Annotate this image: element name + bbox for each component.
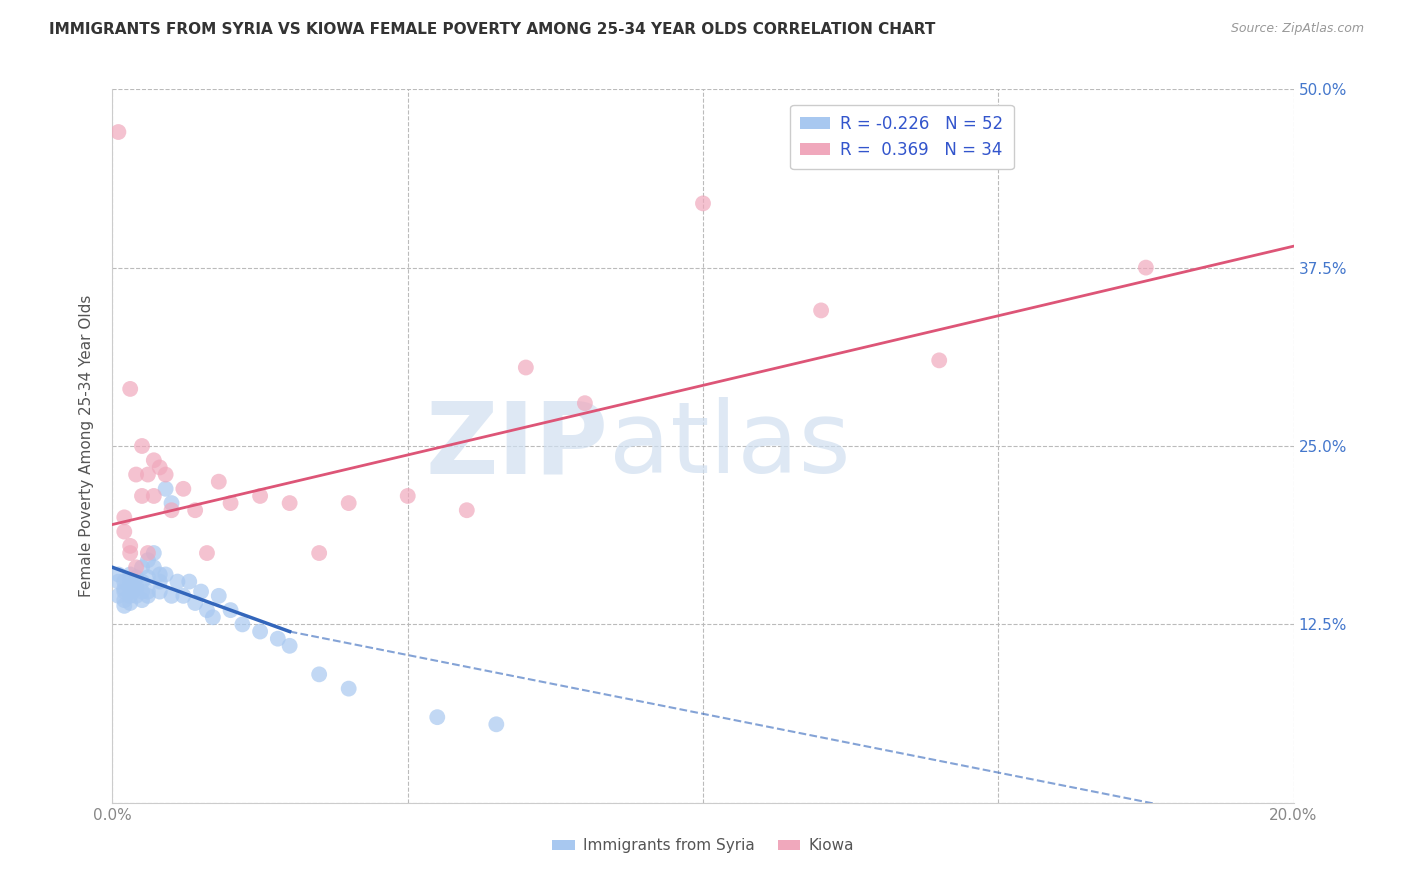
Point	[337, 496, 360, 510]
Point	[249, 624, 271, 639]
Point	[160, 589, 183, 603]
Point	[219, 496, 242, 510]
Point	[574, 396, 596, 410]
Point	[136, 570, 159, 584]
Point	[184, 596, 207, 610]
Y-axis label: Female Poverty Among 25-34 Year Olds: Female Poverty Among 25-34 Year Olds	[79, 295, 94, 597]
Point	[112, 593, 135, 607]
Point	[149, 460, 172, 475]
Legend: Immigrants from Syria, Kiowa: Immigrants from Syria, Kiowa	[547, 832, 859, 859]
Point	[267, 632, 290, 646]
Point	[485, 717, 508, 731]
Point	[278, 496, 301, 510]
Point	[142, 453, 165, 467]
Point	[155, 482, 177, 496]
Point	[136, 467, 159, 482]
Point	[396, 489, 419, 503]
Point	[131, 593, 153, 607]
Point	[112, 524, 135, 539]
Text: Source: ZipAtlas.com: Source: ZipAtlas.com	[1230, 22, 1364, 36]
Point	[125, 560, 148, 574]
Point	[131, 584, 153, 599]
Point	[125, 589, 148, 603]
Point	[131, 574, 153, 589]
Point	[231, 617, 253, 632]
Point	[308, 667, 330, 681]
Point	[149, 574, 172, 589]
Point	[515, 360, 537, 375]
Point	[120, 574, 142, 589]
Point	[112, 510, 135, 524]
Point	[337, 681, 360, 696]
Point	[131, 489, 153, 503]
Point	[136, 546, 159, 560]
Point	[136, 553, 159, 567]
Point	[155, 467, 177, 482]
Point	[249, 489, 271, 503]
Point	[928, 353, 950, 368]
Point	[120, 382, 142, 396]
Point	[125, 467, 148, 482]
Point	[112, 582, 135, 596]
Point	[149, 584, 172, 599]
Point	[172, 589, 194, 603]
Point	[308, 546, 330, 560]
Point	[149, 567, 172, 582]
Point	[278, 639, 301, 653]
Point	[107, 125, 129, 139]
Point	[208, 475, 231, 489]
Point	[120, 596, 142, 610]
Point	[107, 589, 129, 603]
Point	[112, 599, 135, 613]
Point	[219, 603, 242, 617]
Point	[195, 603, 218, 617]
Point	[112, 574, 135, 589]
Point	[195, 546, 218, 560]
Point	[142, 560, 165, 574]
Point	[120, 539, 142, 553]
Text: ZIP: ZIP	[426, 398, 609, 494]
Point	[120, 584, 142, 599]
Point	[125, 570, 148, 584]
Point	[142, 489, 165, 503]
Point	[131, 439, 153, 453]
Point	[208, 589, 231, 603]
Point	[190, 584, 212, 599]
Point	[142, 546, 165, 560]
Point	[107, 574, 129, 589]
Point	[120, 567, 142, 582]
Point	[172, 482, 194, 496]
Point	[120, 546, 142, 560]
Point	[120, 589, 142, 603]
Point	[179, 574, 201, 589]
Point	[107, 567, 129, 582]
Point	[120, 579, 142, 593]
Point	[184, 503, 207, 517]
Point	[201, 610, 224, 624]
Point	[131, 560, 153, 574]
Point	[136, 589, 159, 603]
Point	[112, 584, 135, 599]
Point	[426, 710, 449, 724]
Point	[1135, 260, 1157, 275]
Point	[160, 503, 183, 517]
Point	[692, 196, 714, 211]
Point	[166, 574, 188, 589]
Point	[136, 584, 159, 599]
Point	[155, 567, 177, 582]
Point	[160, 496, 183, 510]
Point	[125, 579, 148, 593]
Text: IMMIGRANTS FROM SYRIA VS KIOWA FEMALE POVERTY AMONG 25-34 YEAR OLDS CORRELATION : IMMIGRANTS FROM SYRIA VS KIOWA FEMALE PO…	[49, 22, 935, 37]
Text: atlas: atlas	[609, 398, 851, 494]
Point	[810, 303, 832, 318]
Point	[456, 503, 478, 517]
Point	[125, 582, 148, 596]
